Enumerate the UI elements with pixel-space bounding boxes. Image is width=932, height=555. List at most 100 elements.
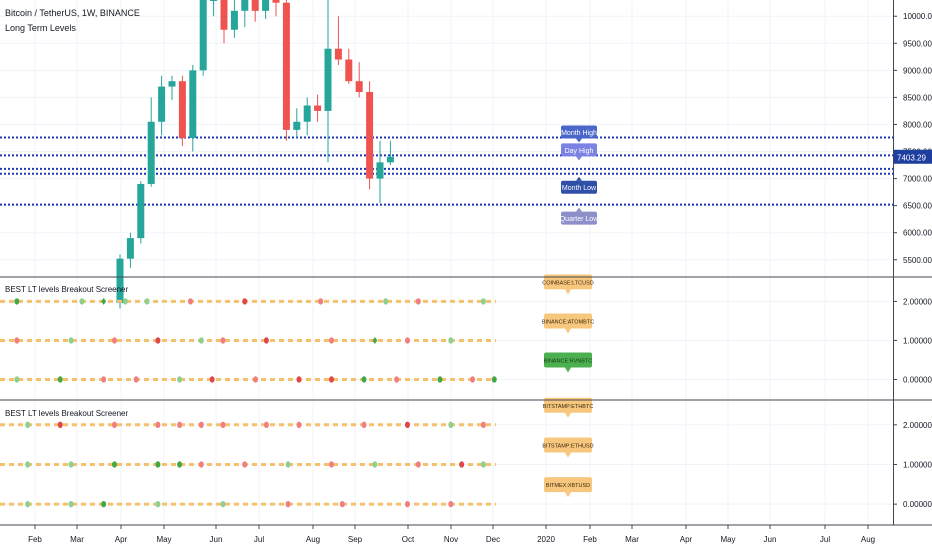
time-tick-label: Sep bbox=[348, 535, 363, 544]
breakout-mark bbox=[209, 376, 215, 383]
time-tick-label: 2020 bbox=[537, 535, 555, 544]
breakout-mark bbox=[198, 337, 204, 344]
breakout-mark bbox=[25, 421, 31, 429]
screener-row[interactable]: BINANCE:RVNBTC bbox=[0, 352, 593, 383]
candle[interactable] bbox=[241, 0, 249, 28]
candle[interactable] bbox=[168, 75, 176, 101]
symbol-label: BINANCE:RVNBTC bbox=[544, 358, 593, 364]
candle[interactable] bbox=[210, 0, 218, 17]
candle[interactable] bbox=[262, 0, 270, 19]
candle-body bbox=[158, 86, 166, 122]
time-tick-label: Feb bbox=[583, 535, 597, 544]
price-tick-label: 8000.00 bbox=[903, 120, 932, 129]
candle[interactable] bbox=[314, 94, 322, 122]
pane2-title: BEST LT levels Breakout Screener bbox=[5, 409, 129, 418]
candle[interactable] bbox=[137, 181, 145, 244]
breakout-mark bbox=[220, 337, 226, 344]
screener-row[interactable]: BITSTAMP:ETHBTC bbox=[0, 397, 594, 429]
candle-body bbox=[230, 10, 238, 30]
symbol-label: BITSTAMP:ETHBTC bbox=[543, 404, 594, 410]
level-tag-label: Day High bbox=[565, 148, 594, 155]
symbol-label-pointer bbox=[565, 412, 571, 418]
candle[interactable] bbox=[345, 48, 353, 84]
symbol-label-pointer bbox=[565, 492, 571, 498]
breakout-mark bbox=[242, 298, 248, 305]
time-tick-label: Mar bbox=[70, 535, 84, 544]
candle[interactable] bbox=[376, 140, 384, 203]
time-tick-label: Feb bbox=[28, 535, 42, 544]
candle[interactable] bbox=[251, 0, 259, 22]
candle-body bbox=[251, 0, 259, 11]
time-tick-label: Jul bbox=[820, 535, 830, 544]
time-tick-label: Nov bbox=[444, 535, 458, 544]
level-tag-box bbox=[561, 211, 597, 225]
candle-body bbox=[137, 184, 145, 239]
candle[interactable] bbox=[178, 75, 186, 147]
candle[interactable] bbox=[355, 62, 363, 98]
candle[interactable] bbox=[230, 0, 238, 38]
symbol-label: BITMEX:XBTUSD bbox=[546, 483, 590, 489]
breakout-mark bbox=[372, 336, 378, 344]
breakout-mark bbox=[220, 421, 226, 429]
screener-row[interactable]: BITSTAMP:ETHUSD bbox=[0, 437, 594, 468]
breakout-mark bbox=[404, 337, 410, 344]
breakout-mark bbox=[361, 376, 367, 383]
candle-body bbox=[386, 156, 394, 163]
candle-body bbox=[168, 81, 176, 87]
candle-body bbox=[262, 0, 270, 11]
screener-row[interactable]: BITMEX:XBTUSD bbox=[0, 477, 592, 508]
candle[interactable] bbox=[199, 0, 207, 76]
breakout-mark bbox=[329, 337, 334, 344]
candle[interactable] bbox=[126, 232, 134, 268]
breakout-mark bbox=[318, 298, 324, 305]
breakout-mark bbox=[14, 376, 20, 383]
symbol-label: BITSTAMP:ETHUSD bbox=[542, 443, 593, 449]
breakout-mark bbox=[112, 337, 117, 344]
breakout-mark bbox=[263, 337, 269, 344]
candle[interactable] bbox=[324, 0, 332, 163]
breakout-mark bbox=[448, 500, 454, 508]
breakout-mark bbox=[177, 421, 183, 429]
breakout-mark bbox=[57, 421, 63, 429]
candle-body bbox=[210, 0, 218, 1]
breakout-mark bbox=[263, 421, 269, 429]
time-tick-label: May bbox=[156, 535, 171, 544]
symbol-label-pointer bbox=[565, 452, 571, 458]
candles[interactable] bbox=[116, 0, 394, 309]
candle-body bbox=[147, 121, 155, 184]
last-price-tag bbox=[894, 149, 932, 164]
symbol-label-box bbox=[544, 313, 592, 329]
candle[interactable] bbox=[189, 64, 197, 152]
candle[interactable] bbox=[116, 254, 124, 309]
time-tick-label: Jul bbox=[254, 535, 264, 544]
pane1-title: BEST LT levels Breakout Screener bbox=[5, 285, 129, 294]
breakout-mark bbox=[415, 298, 421, 305]
candle[interactable] bbox=[293, 108, 301, 138]
price-tick-label: 7000.00 bbox=[903, 175, 932, 184]
indicator-name: Long Term Levels bbox=[5, 23, 76, 33]
candle[interactable] bbox=[303, 97, 311, 136]
candle-body bbox=[189, 70, 197, 138]
breakout-mark bbox=[470, 376, 476, 383]
candle[interactable] bbox=[220, 0, 228, 44]
screener-row[interactable]: BINANCE:ATOMBTC bbox=[0, 313, 594, 344]
candle-body bbox=[272, 0, 280, 3]
candle[interactable] bbox=[334, 16, 342, 65]
breakout-mark bbox=[155, 421, 161, 429]
candle[interactable] bbox=[282, 0, 290, 141]
candle[interactable] bbox=[147, 97, 155, 187]
breakout-mark bbox=[25, 461, 31, 468]
breakout-mark bbox=[177, 461, 183, 468]
time-tick-label: Mar bbox=[625, 535, 639, 544]
symbol-label-pointer bbox=[565, 328, 571, 334]
screener-row[interactable]: COINBASE:LTCUSD bbox=[0, 274, 594, 305]
candle[interactable] bbox=[158, 75, 166, 136]
candle[interactable] bbox=[366, 81, 374, 190]
screener-panes[interactable]: COINBASE:LTCUSD BINANCE:ATOMBTC BINANCE:RV… bbox=[0, 274, 594, 508]
candle[interactable] bbox=[272, 0, 280, 17]
candle[interactable] bbox=[386, 140, 394, 166]
candle-body bbox=[345, 59, 353, 82]
